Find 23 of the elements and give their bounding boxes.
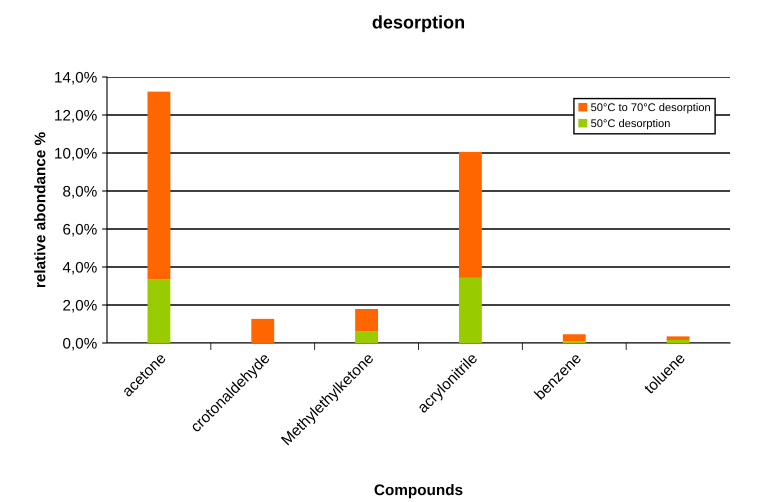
y-tick-label: 12,0% <box>55 110 97 122</box>
y-axis-title: relative abondance % <box>34 132 46 288</box>
y-tick-label: 14,0% <box>55 72 97 84</box>
y-tick-label: 2,0% <box>63 300 97 312</box>
bar <box>666 340 690 343</box>
bar <box>562 334 586 342</box>
bar <box>355 308 378 332</box>
bar <box>147 279 170 343</box>
y-tick-label: 10,0% <box>55 148 97 160</box>
bar <box>458 278 482 343</box>
legend-label: 50°C desorption <box>591 118 670 130</box>
bar <box>147 92 170 280</box>
bar <box>251 318 274 343</box>
bar <box>666 336 690 340</box>
chart-title: desorption <box>372 15 464 32</box>
legend-label: 50°C to 70°C desorption <box>591 103 710 114</box>
y-tick-label: 8,0% <box>63 186 97 198</box>
bar <box>355 331 378 343</box>
x-axis-title: Compounds <box>374 484 462 498</box>
y-tick-label: 0,0% <box>63 338 97 350</box>
bar <box>458 152 482 278</box>
y-tick-label: 6,0% <box>63 224 97 236</box>
y-tick-label: 4,0% <box>62 262 97 274</box>
